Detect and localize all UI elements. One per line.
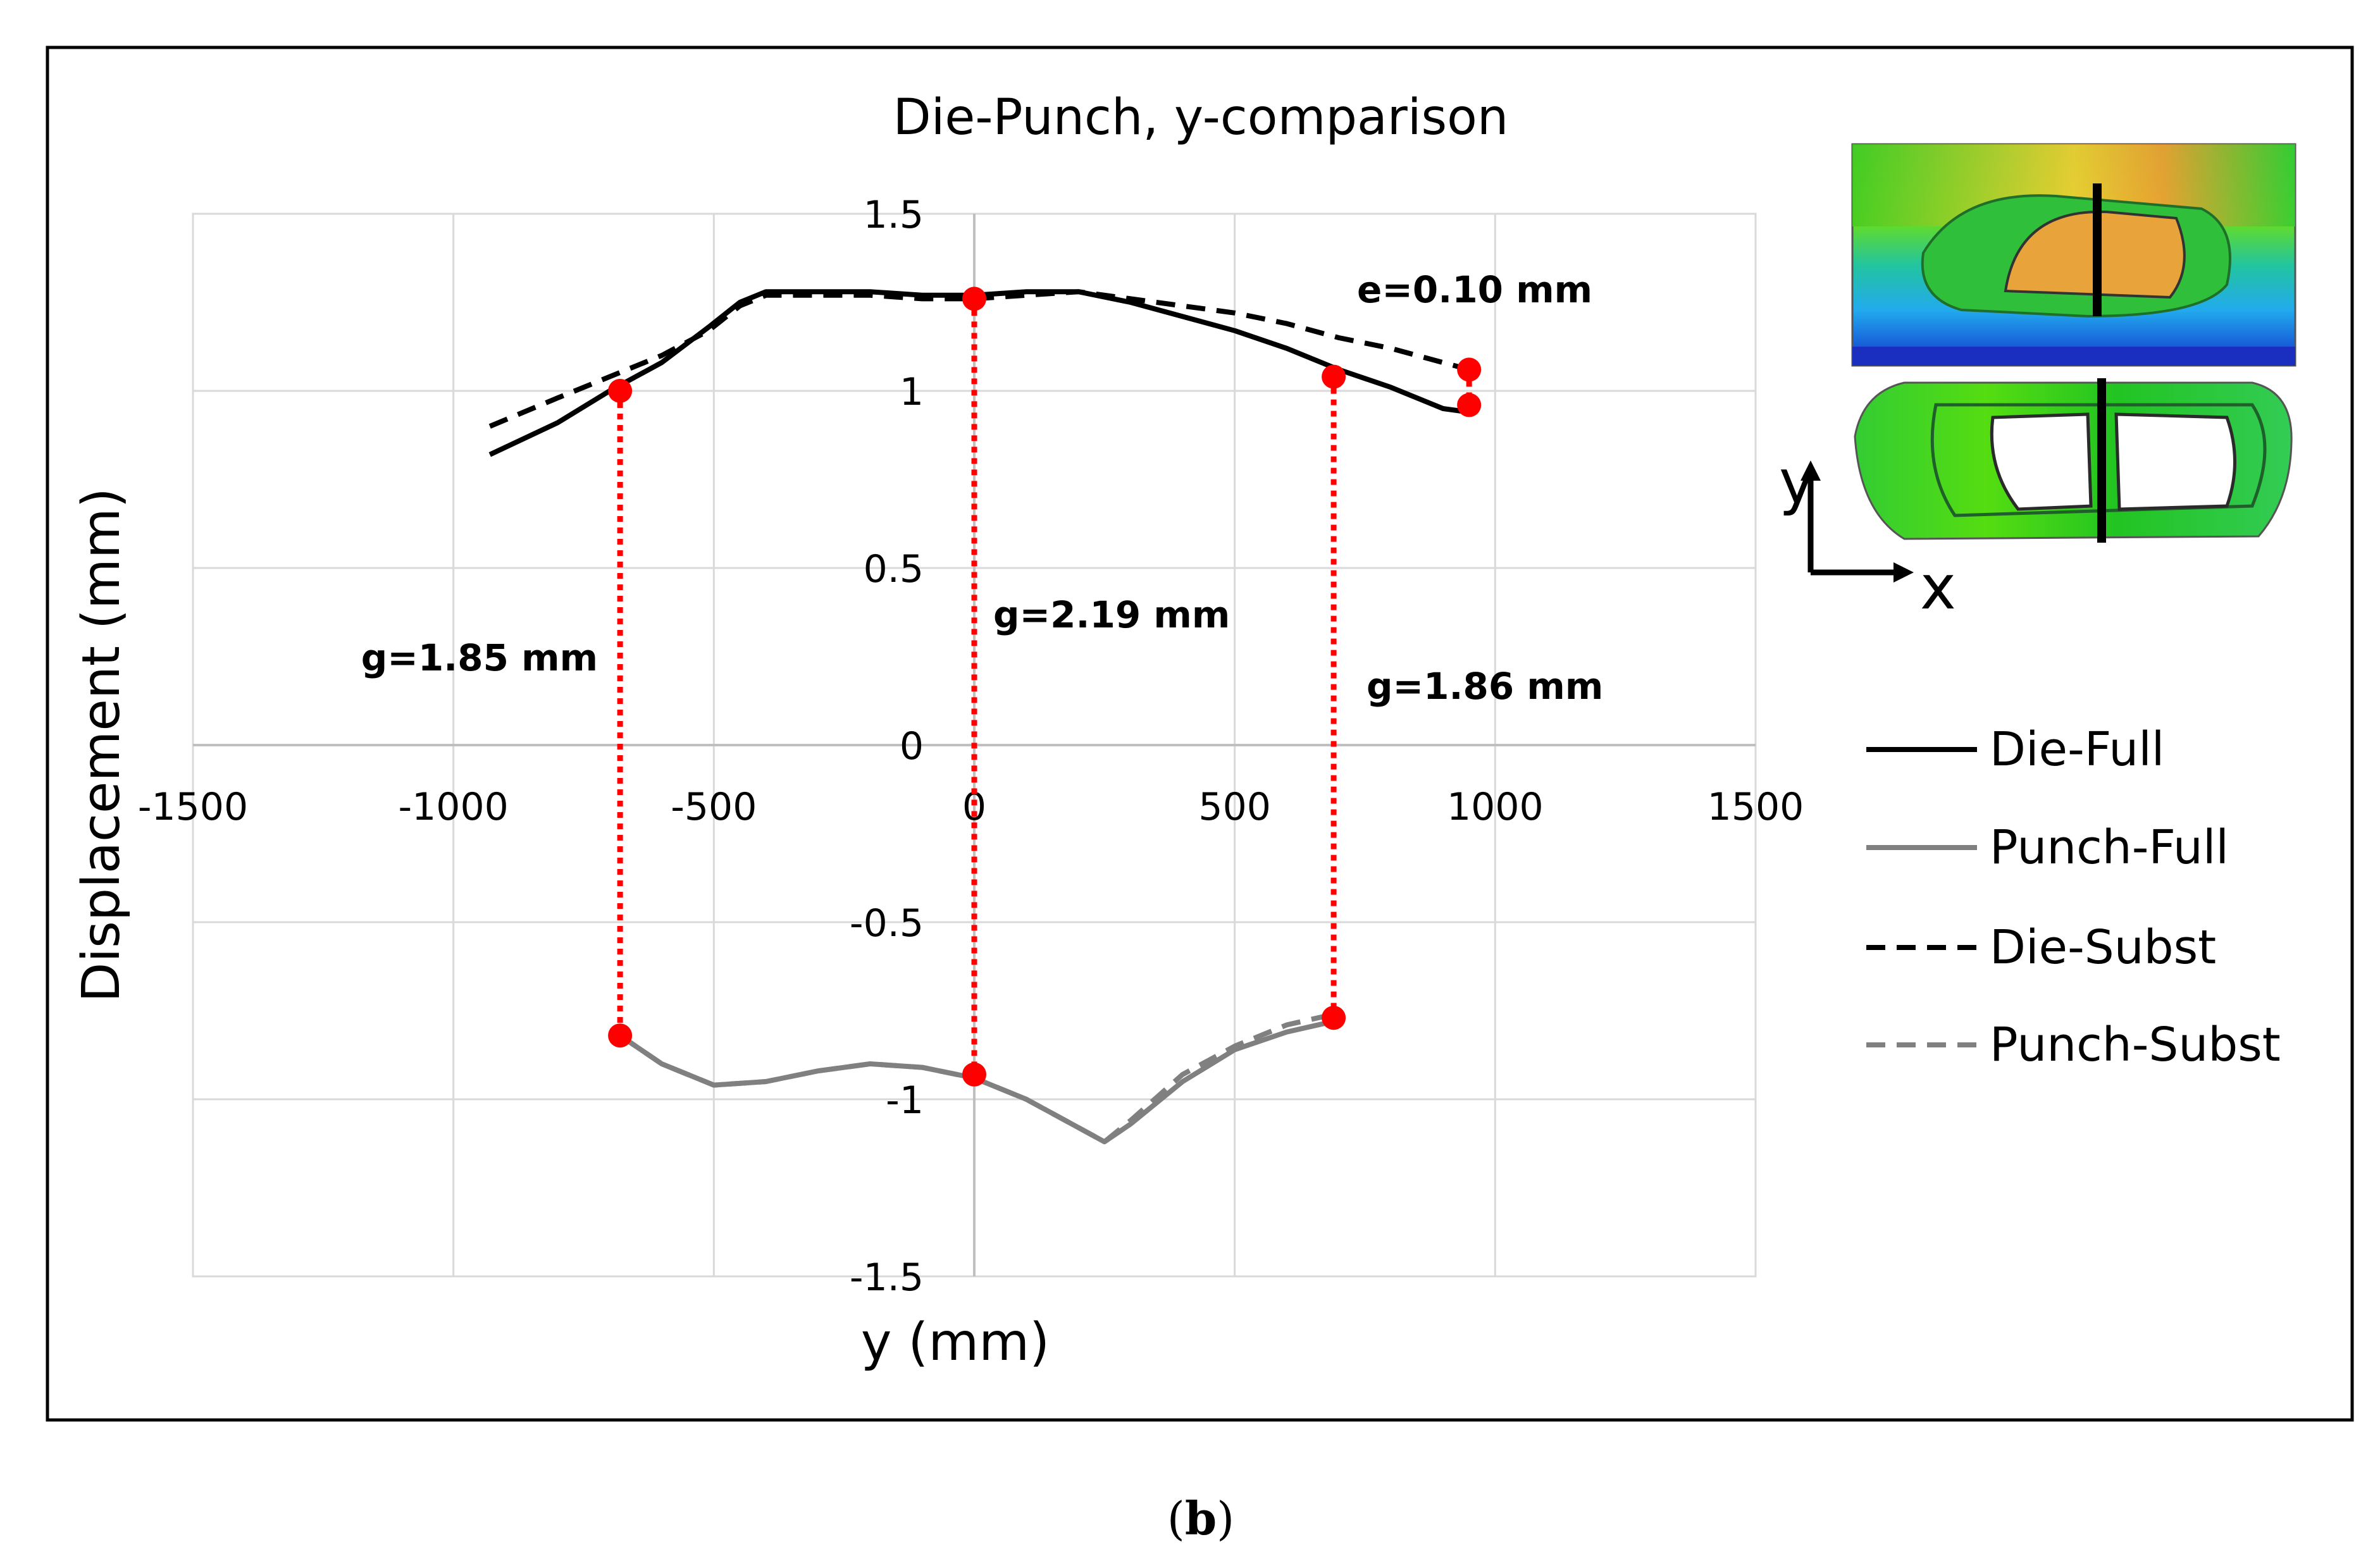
annotation-gap-center: g=2.19 mm [993,593,1230,636]
caption-open: ( [1167,1492,1185,1545]
gap-dot-bottom-1 [962,1062,986,1087]
series-line-punch-subst [618,1011,1334,1145]
y-tick-label-2: 0.5 [864,547,924,591]
y-tick-label-5: -1 [886,1078,924,1123]
x-tick-label-6: 1500 [1708,785,1804,829]
x-tick-label-0: -1500 [138,785,248,829]
inset-x-label: x [1920,552,1956,623]
axes: -1500 -1000 -500 0 500 1000 15001.510.50-0.5-1… [138,193,1804,1300]
legend-label-die-subst: Die-Subst [1990,920,2216,975]
annotation-gap-left: g=1.85 mm [361,636,598,679]
punch-contour-image [1854,378,2293,543]
legend-label-punch-full: Punch-Full [1990,820,2229,875]
annotation-error: e=0.10 mm [1357,268,1592,311]
inset-axes-icon: y x [1779,447,1956,623]
gap-dot-bottom-3 [1457,393,1482,417]
inset-contour-images: y x [1779,143,2296,623]
y-tick-label-3: 0 [900,724,924,768]
gap-dot-top-3 [1457,357,1482,382]
gap-dot-top-1 [962,287,986,311]
x-axis-label: y (mm) [861,1312,1050,1373]
gap-dot-top-0 [608,379,633,403]
figure-caption: (b) [1167,1491,1235,1545]
y-tick-label-4: -0.5 [850,901,924,946]
gap-dot-top-2 [1322,364,1346,389]
y-axis-label: Displacement (mm) [71,488,132,1003]
caption-close: ) [1217,1492,1234,1545]
x-tick-label-5: 1000 [1447,785,1544,829]
y-tick-label-0: 1.5 [864,193,924,237]
chart-title: Die-Punch, y-comparison [893,89,1509,146]
series-line-die-subst [488,289,1470,429]
annotation-gap-right: g=1.86 mm [1367,665,1603,708]
gap-markers [608,287,1482,1087]
x-tick-label-2: -500 [671,785,757,829]
gap-dot-bottom-2 [1322,1006,1346,1030]
legend-label-punch-subst: Punch-Subst [1990,1018,2281,1072]
inset-y-label: y [1779,447,1815,517]
die-contour-image [1851,143,2296,367]
x-tick-label-4: 500 [1198,785,1271,829]
x-tick-label-1: -1000 [398,785,508,829]
gap-dot-bottom-0 [608,1023,633,1048]
y-tick-label-6: -1.5 [850,1256,924,1300]
legend: Die-Full Punch-Full Die-Subst Punch-Subs… [1866,722,2281,1072]
legend-label-die-full: Die-Full [1990,722,2164,777]
y-tick-label-1: 1 [900,370,924,414]
caption-letter: b [1185,1491,1217,1545]
